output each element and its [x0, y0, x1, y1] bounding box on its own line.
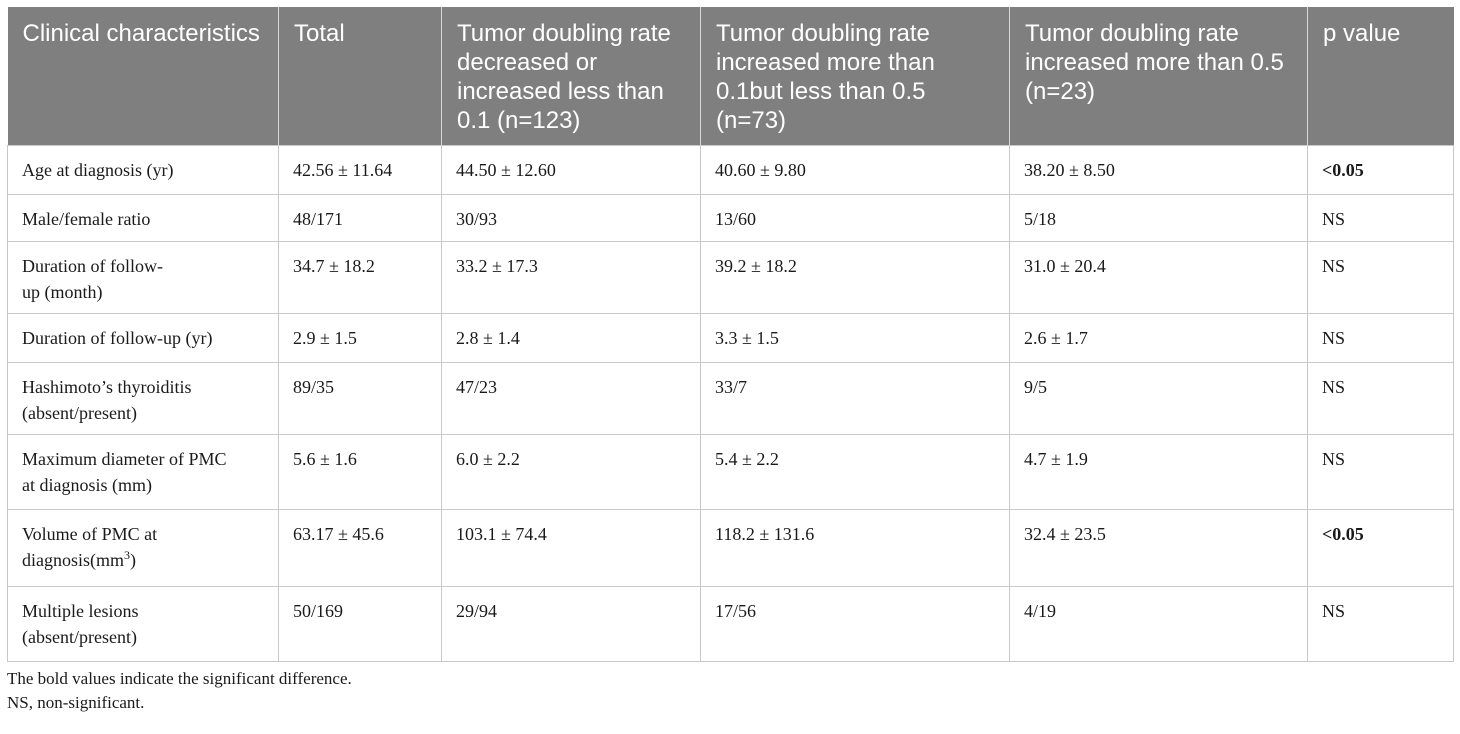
- table-row: Age at diagnosis (yr) 42.56 ± 11.64 44.5…: [7, 145, 1454, 195]
- cell-p-value: <0.05: [1307, 145, 1454, 195]
- table-row: Hashimoto’s thyroiditis (absent/present) …: [7, 362, 1454, 435]
- table-row: Duration of follow-up (month) 34.7 ± 18.…: [7, 241, 1454, 314]
- label-text: Age at diagnosis (yr): [22, 160, 174, 180]
- cell-p-value: NS: [1307, 241, 1454, 314]
- label-text-line2: at diagnosis (mm): [22, 475, 152, 495]
- row-label: Multiple lesions (absent/present): [7, 586, 279, 662]
- cell-group-high: 38.20 ± 8.50: [1009, 145, 1308, 195]
- header-row: Clinical characteristics Total Tumor dou…: [7, 7, 1454, 146]
- cell-p-value: NS: [1307, 194, 1454, 242]
- table-row: Duration of follow-up (yr) 2.9 ± 1.5 2.8…: [7, 313, 1454, 363]
- label-text: Multiple lesions: [22, 601, 139, 621]
- cell-group-moderate: 5.4 ± 2.2: [700, 434, 1010, 510]
- table-row: Volume of PMC at diagnosis(mm3) 63.17 ± 4…: [7, 509, 1454, 587]
- label-text: Duration of follow-: [22, 256, 163, 276]
- cell-group-high: 2.6 ± 1.7: [1009, 313, 1308, 363]
- header-group-high: Tumor doubling rate increased more than …: [1009, 7, 1308, 146]
- label-text-line2: diagnosis(mm: [22, 550, 124, 570]
- label-text: Male/female ratio: [22, 209, 151, 229]
- cell-group-moderate: 33/7: [700, 362, 1010, 435]
- cell-total: 2.9 ± 1.5: [278, 313, 442, 363]
- label-text-close: ): [130, 550, 136, 570]
- header-clinical-characteristics: Clinical characteristics: [7, 7, 279, 146]
- label-text-line2: up (month): [22, 282, 103, 302]
- cell-group-decreased: 103.1 ± 74.4: [441, 509, 701, 587]
- label-text: Duration of follow-up (yr): [22, 328, 213, 348]
- footnotes: The bold values indicate the significant…: [7, 667, 1453, 715]
- table-wrapper: Clinical characteristics Total Tumor dou…: [7, 7, 1454, 715]
- cell-p-value: NS: [1307, 362, 1454, 435]
- row-label: Duration of follow-up (yr): [7, 313, 279, 363]
- cell-total: 89/35: [278, 362, 442, 435]
- clinical-characteristics-table: Clinical characteristics Total Tumor dou…: [7, 7, 1454, 662]
- cell-p-value: <0.05: [1307, 509, 1454, 587]
- cell-group-decreased: 30/93: [441, 194, 701, 242]
- row-label: Age at diagnosis (yr): [7, 145, 279, 195]
- cell-group-moderate: 39.2 ± 18.2: [700, 241, 1010, 314]
- cell-total: 50/169: [278, 586, 442, 662]
- footnote-bold: The bold values indicate the significant…: [7, 669, 352, 688]
- cell-p-value: NS: [1307, 313, 1454, 363]
- table-row: Multiple lesions (absent/present) 50/169 …: [7, 586, 1454, 662]
- label-text: Volume of PMC at: [22, 524, 158, 544]
- cell-group-decreased: 44.50 ± 12.60: [441, 145, 701, 195]
- row-label: Volume of PMC at diagnosis(mm3): [7, 509, 279, 587]
- cell-group-high: 4/19: [1009, 586, 1308, 662]
- cell-total: 5.6 ± 1.6: [278, 434, 442, 510]
- cell-group-high: 5/18: [1009, 194, 1308, 242]
- cell-p-value: NS: [1307, 586, 1454, 662]
- label-text: Hashimoto’s thyroiditis: [22, 377, 192, 397]
- label-text-line2: (absent/present): [22, 403, 137, 423]
- cell-total: 63.17 ± 45.6: [278, 509, 442, 587]
- cell-group-decreased: 2.8 ± 1.4: [441, 313, 701, 363]
- footnote-ns: NS, non-significant.: [7, 693, 145, 712]
- cell-total: 34.7 ± 18.2: [278, 241, 442, 314]
- row-label: Duration of follow-up (month): [7, 241, 279, 314]
- cell-group-moderate: 13/60: [700, 194, 1010, 242]
- row-label: Male/female ratio: [7, 194, 279, 242]
- superscript: 3: [124, 548, 130, 562]
- row-label: Maximum diameter of PMC at diagnosis (mm): [7, 434, 279, 510]
- header-p-value: p value: [1307, 7, 1454, 146]
- row-label: Hashimoto’s thyroiditis (absent/present): [7, 362, 279, 435]
- label-text: Maximum diameter of PMC: [22, 449, 227, 469]
- cell-group-moderate: 17/56: [700, 586, 1010, 662]
- cell-group-high: 32.4 ± 23.5: [1009, 509, 1308, 587]
- cell-group-decreased: 47/23: [441, 362, 701, 435]
- cell-group-high: 31.0 ± 20.4: [1009, 241, 1308, 314]
- cell-group-high: 4.7 ± 1.9: [1009, 434, 1308, 510]
- cell-group-decreased: 33.2 ± 17.3: [441, 241, 701, 314]
- cell-p-value: NS: [1307, 434, 1454, 510]
- cell-total: 42.56 ± 11.64: [278, 145, 442, 195]
- cell-group-high: 9/5: [1009, 362, 1308, 435]
- cell-group-decreased: 29/94: [441, 586, 701, 662]
- header-group-decreased: Tumor doubling rate decreased or increas…: [441, 7, 701, 146]
- cell-group-moderate: 3.3 ± 1.5: [700, 313, 1010, 363]
- table-row: Male/female ratio 48/171 30/93 13/60 5/1…: [7, 194, 1454, 242]
- cell-group-moderate: 40.60 ± 9.80: [700, 145, 1010, 195]
- cell-total: 48/171: [278, 194, 442, 242]
- table-row: Maximum diameter of PMC at diagnosis (mm)…: [7, 434, 1454, 510]
- cell-group-moderate: 118.2 ± 131.6: [700, 509, 1010, 587]
- header-group-moderate: Tumor doubling rate increased more than …: [700, 7, 1010, 146]
- cell-group-decreased: 6.0 ± 2.2: [441, 434, 701, 510]
- label-text-line2: (absent/present): [22, 627, 137, 647]
- header-total: Total: [278, 7, 442, 146]
